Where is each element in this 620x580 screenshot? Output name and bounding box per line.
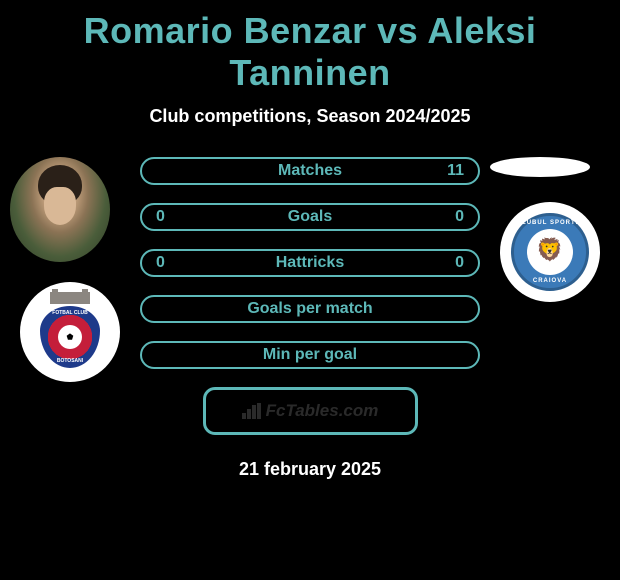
- club-logo-right: CLUBUL SPORTIV 🦁 CRAIOVA: [500, 202, 600, 302]
- page-title: Romario Benzar vs Aleksi Tanninen: [0, 10, 620, 94]
- bar-chart-icon: [242, 403, 262, 419]
- stat-right-value: 11: [447, 162, 464, 180]
- date-text: 21 february 2025: [140, 459, 480, 480]
- stat-label: Hattricks: [276, 254, 344, 272]
- left-club-text-top: FOTBAL CLUB: [35, 310, 105, 316]
- stat-row-hattricks: 0 Hattricks 0: [140, 249, 480, 277]
- brand-box: FcTables.com: [203, 387, 418, 435]
- content-area: FOTBAL CLUB BOTOSANI CLUBUL SPORTIV 🦁 CR…: [0, 157, 620, 507]
- lion-icon: 🦁: [535, 237, 565, 267]
- stat-right-value: 0: [455, 254, 464, 272]
- stat-label: Matches: [278, 162, 342, 180]
- club-logo-left: FOTBAL CLUB BOTOSANI: [20, 282, 120, 382]
- right-club-text-top: CLUBUL SPORTIV: [514, 220, 586, 226]
- brand-label: FcTables.com: [266, 401, 379, 421]
- stat-row-goals: 0 Goals 0: [140, 203, 480, 231]
- stat-row-matches: Matches 11: [140, 157, 480, 185]
- right-club-text-bot: CRAIOVA: [514, 278, 586, 284]
- player-photo-left: [10, 157, 110, 262]
- stat-label: Min per goal: [263, 346, 357, 364]
- stat-row-goals-per-match: Goals per match: [140, 295, 480, 323]
- stat-label: Goals per match: [247, 300, 372, 318]
- stats-table: Matches 11 0 Goals 0 0 Hattricks 0 Goals…: [140, 157, 480, 480]
- stat-left-value: 0: [156, 254, 165, 272]
- stat-right-value: 0: [455, 208, 464, 226]
- club-badge-botosani: FOTBAL CLUB BOTOSANI: [35, 292, 105, 372]
- stat-row-min-per-goal: Min per goal: [140, 341, 480, 369]
- stat-label: Goals: [288, 208, 332, 226]
- player-photo-right-placeholder: [490, 157, 590, 177]
- stat-left-value: 0: [156, 208, 165, 226]
- club-badge-craiova: CLUBUL SPORTIV 🦁 CRAIOVA: [511, 213, 589, 291]
- brand-text: FcTables.com: [242, 401, 379, 421]
- subtitle: Club competitions, Season 2024/2025: [0, 106, 620, 127]
- left-club-text-bot: BOTOSANI: [35, 358, 105, 364]
